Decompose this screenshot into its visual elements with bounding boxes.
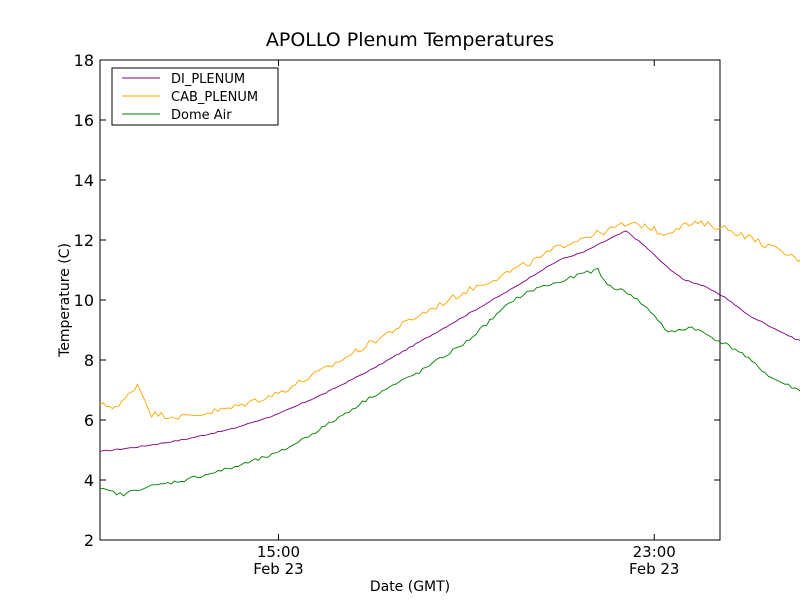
y-tick-label: 6 — [84, 411, 94, 430]
x-tick-date-label: Feb 23 — [629, 560, 679, 578]
y-tick-label: 14 — [74, 171, 94, 190]
y-tick-label: 16 — [74, 111, 94, 130]
series-line-cab-plenum — [99, 220, 800, 420]
series-layer — [99, 220, 800, 497]
y-tick-label: 2 — [84, 531, 94, 550]
y-axis-ticks: 2 4 6 8 10 12 14 16 18 — [74, 51, 720, 550]
legend: DI_PLENUM CAB_PLENUM Dome Air — [111, 67, 279, 126]
x-tick-time-label: 15:00 — [257, 543, 300, 561]
y-axis-label: Temperature (C) — [57, 243, 73, 358]
x-tick-time-label: 23:00 — [633, 543, 676, 561]
chart-title: APOLLO Plenum Temperatures — [266, 29, 554, 51]
legend-label-di-plenum: DI_PLENUM — [171, 72, 245, 87]
y-tick-label: 10 — [74, 291, 94, 310]
series-line-dome-air — [99, 267, 800, 497]
y-tick-label: 18 — [74, 51, 94, 70]
series-line-di-plenum — [99, 230, 800, 452]
y-tick-label: 8 — [84, 351, 94, 370]
x-axis-label: Date (GMT) — [370, 579, 450, 595]
plot-frame — [99, 59, 721, 541]
y-tick-label: 12 — [74, 231, 94, 250]
legend-label-dome-air: Dome Air — [171, 108, 232, 123]
y-tick-label: 4 — [84, 471, 94, 490]
legend-label-cab-plenum: CAB_PLENUM — [171, 90, 258, 105]
x-tick-date-label: Feb 23 — [253, 560, 303, 578]
